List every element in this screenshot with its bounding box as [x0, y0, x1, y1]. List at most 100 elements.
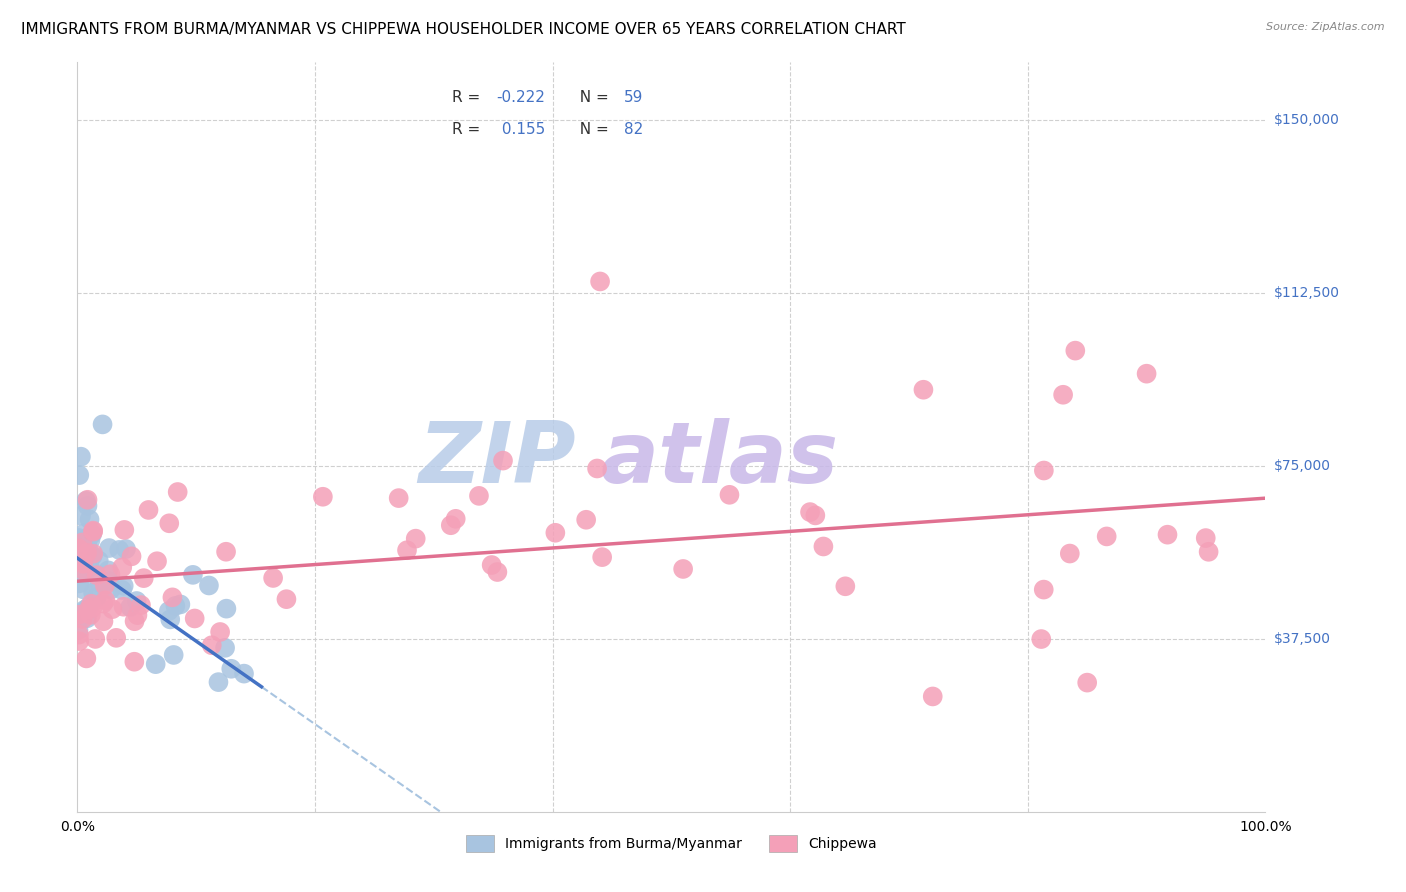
Point: [76, 611, 98, 625]
Point: [67, 468, 90, 483]
Point: [145, 657, 167, 672]
Point: [1059, 547, 1081, 561]
Point: [79, 547, 101, 561]
Point: [921, 690, 943, 704]
Point: [486, 565, 509, 579]
Point: [73, 564, 96, 578]
Point: [112, 599, 135, 614]
Point: [76, 546, 98, 560]
Point: [157, 604, 180, 618]
Point: [162, 591, 184, 605]
Point: [82, 586, 104, 600]
Point: [201, 638, 224, 652]
Point: [132, 571, 155, 585]
Point: [67, 541, 90, 556]
Point: [183, 611, 205, 625]
Point: [82, 524, 104, 538]
Point: [76, 556, 98, 570]
Point: [233, 666, 256, 681]
Point: [72, 605, 94, 619]
Point: [1136, 367, 1159, 381]
Point: [146, 554, 169, 568]
Point: [207, 675, 229, 690]
Point: [75, 651, 97, 665]
Point: [93, 615, 115, 629]
Point: [163, 648, 186, 662]
Point: [492, 453, 515, 467]
Point: [575, 513, 598, 527]
Point: [94, 578, 117, 592]
Point: [82, 549, 104, 563]
Point: [86, 590, 108, 604]
Point: [79, 533, 101, 548]
Point: [181, 567, 204, 582]
Point: [215, 545, 238, 559]
Point: [82, 547, 104, 561]
Point: [67, 634, 90, 648]
Point: [80, 607, 103, 622]
Point: [124, 655, 146, 669]
Point: [121, 549, 143, 564]
Point: [440, 518, 463, 533]
Point: [129, 598, 152, 612]
Point: [813, 540, 835, 554]
Point: [166, 485, 188, 500]
Point: [73, 526, 96, 541]
Point: [75, 564, 97, 578]
Point: [67, 627, 90, 641]
Point: [544, 525, 567, 540]
Point: [84, 632, 107, 646]
Point: [79, 552, 101, 566]
Point: [100, 567, 122, 582]
Point: [82, 600, 104, 615]
Point: [100, 582, 122, 597]
Point: [219, 662, 242, 676]
Text: 0.155: 0.155: [496, 122, 546, 137]
Point: [91, 417, 114, 432]
Point: [89, 575, 111, 590]
Point: [586, 461, 609, 475]
Text: IMMIGRANTS FROM BURMA/MYANMAR VS CHIPPEWA HOUSEHOLDER INCOME OVER 65 YEARS CORRE: IMMIGRANTS FROM BURMA/MYANMAR VS CHIPPEW…: [21, 22, 905, 37]
Text: R =: R =: [451, 90, 485, 105]
Point: [72, 582, 94, 597]
Point: [1076, 675, 1098, 690]
Point: [276, 592, 298, 607]
Point: [98, 574, 121, 588]
Point: [91, 597, 114, 611]
Point: [76, 492, 98, 507]
Point: [111, 582, 134, 597]
Point: [69, 552, 91, 566]
Point: [72, 535, 94, 549]
Point: [1195, 531, 1218, 545]
Point: [79, 529, 101, 543]
Point: [115, 541, 138, 556]
Point: [215, 601, 238, 615]
Point: [804, 508, 827, 523]
Point: [87, 553, 110, 567]
Point: [138, 503, 160, 517]
Point: [1032, 463, 1054, 477]
Point: [468, 489, 491, 503]
Point: [105, 631, 128, 645]
Point: [388, 491, 411, 505]
Point: [70, 450, 93, 464]
Point: [79, 512, 101, 526]
Point: [79, 560, 101, 574]
Point: [124, 614, 146, 628]
Legend: Immigrants from Burma/Myanmar, Chippewa: Immigrants from Burma/Myanmar, Chippewa: [460, 830, 883, 857]
Point: [1064, 343, 1087, 358]
Text: atlas: atlas: [600, 418, 838, 501]
Point: [77, 603, 100, 617]
Point: [125, 594, 148, 608]
Point: [94, 593, 117, 607]
Point: [1156, 527, 1178, 541]
Point: [111, 560, 134, 574]
Point: [112, 579, 135, 593]
Text: 82: 82: [624, 122, 643, 137]
Point: [1198, 545, 1220, 559]
Text: -0.222: -0.222: [496, 90, 546, 105]
Point: [395, 543, 418, 558]
Point: [120, 600, 142, 615]
Point: [1095, 529, 1118, 543]
Point: [80, 597, 103, 611]
